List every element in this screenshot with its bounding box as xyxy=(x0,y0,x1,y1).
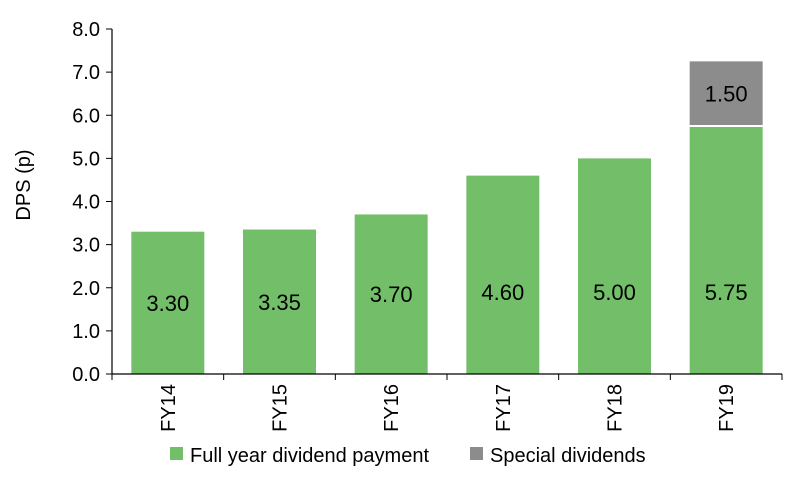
x-tick-label: FY19 xyxy=(716,384,738,432)
y-tick-label: 0.0 xyxy=(72,364,100,386)
data-label-fy19-series-0: 5.75 xyxy=(705,280,748,305)
data-label-fy15-series-0: 3.35 xyxy=(258,290,301,315)
x-tick-label: FY18 xyxy=(605,384,627,432)
y-tick-label: 5.0 xyxy=(72,148,100,170)
bar-fy17-series-0 xyxy=(466,175,540,374)
data-label-fy18-series-0: 5.00 xyxy=(593,280,636,305)
y-tick-label: 6.0 xyxy=(72,105,100,127)
y-tick-label: 8.0 xyxy=(72,19,100,41)
x-tick-label: FY17 xyxy=(493,384,515,432)
x-tick-label: FY14 xyxy=(158,384,180,432)
bar-fy16-series-0 xyxy=(354,214,428,374)
bar-fy14-series-0 xyxy=(131,231,205,374)
legend-swatch-special xyxy=(470,447,483,460)
axes xyxy=(111,29,782,375)
data-label-fy19-series-1: 1.50 xyxy=(705,82,748,107)
y-tick-label: 7.0 xyxy=(72,62,100,84)
x-axis-ticks: FY14 FY15 FY16 FY17 FY18 FY19 xyxy=(111,374,783,432)
y-tick-label: 1.0 xyxy=(72,321,100,343)
bar-fy18-series-0 xyxy=(578,158,651,374)
y-axis-title: DPS (p) xyxy=(13,149,35,220)
y-axis-ticks: 0.0 1.0 2.0 3.0 4.0 5.0 6.0 7.0 8.0 xyxy=(72,19,112,386)
x-tick-label: FY16 xyxy=(381,384,403,432)
bars: 3.30 3.35 3.70 4.60 5.00 5.75 1.50 xyxy=(131,61,763,374)
legend-swatch-full-year xyxy=(170,447,183,460)
bar-fy15-series-0 xyxy=(243,229,316,374)
y-tick-label: 4.0 xyxy=(72,192,100,214)
y-tick-label: 2.0 xyxy=(72,278,100,300)
bar-fy19-series-1 xyxy=(689,61,763,127)
legend-label-full-year: Full year dividend payment xyxy=(190,445,429,467)
legend-label-special: Special dividends xyxy=(490,445,646,467)
data-label-fy16-series-0: 3.70 xyxy=(370,282,413,307)
y-axis-title-group: DPS (p) xyxy=(13,149,35,220)
data-label-fy17-series-0: 4.60 xyxy=(481,280,524,305)
bar-fy19-series-0 xyxy=(689,126,763,374)
legend: Full year dividend payment Special divid… xyxy=(170,445,646,467)
x-tick-label: FY15 xyxy=(270,384,292,432)
y-tick-label: 3.0 xyxy=(72,235,100,257)
data-label-fy14-series-0: 3.30 xyxy=(146,291,189,316)
